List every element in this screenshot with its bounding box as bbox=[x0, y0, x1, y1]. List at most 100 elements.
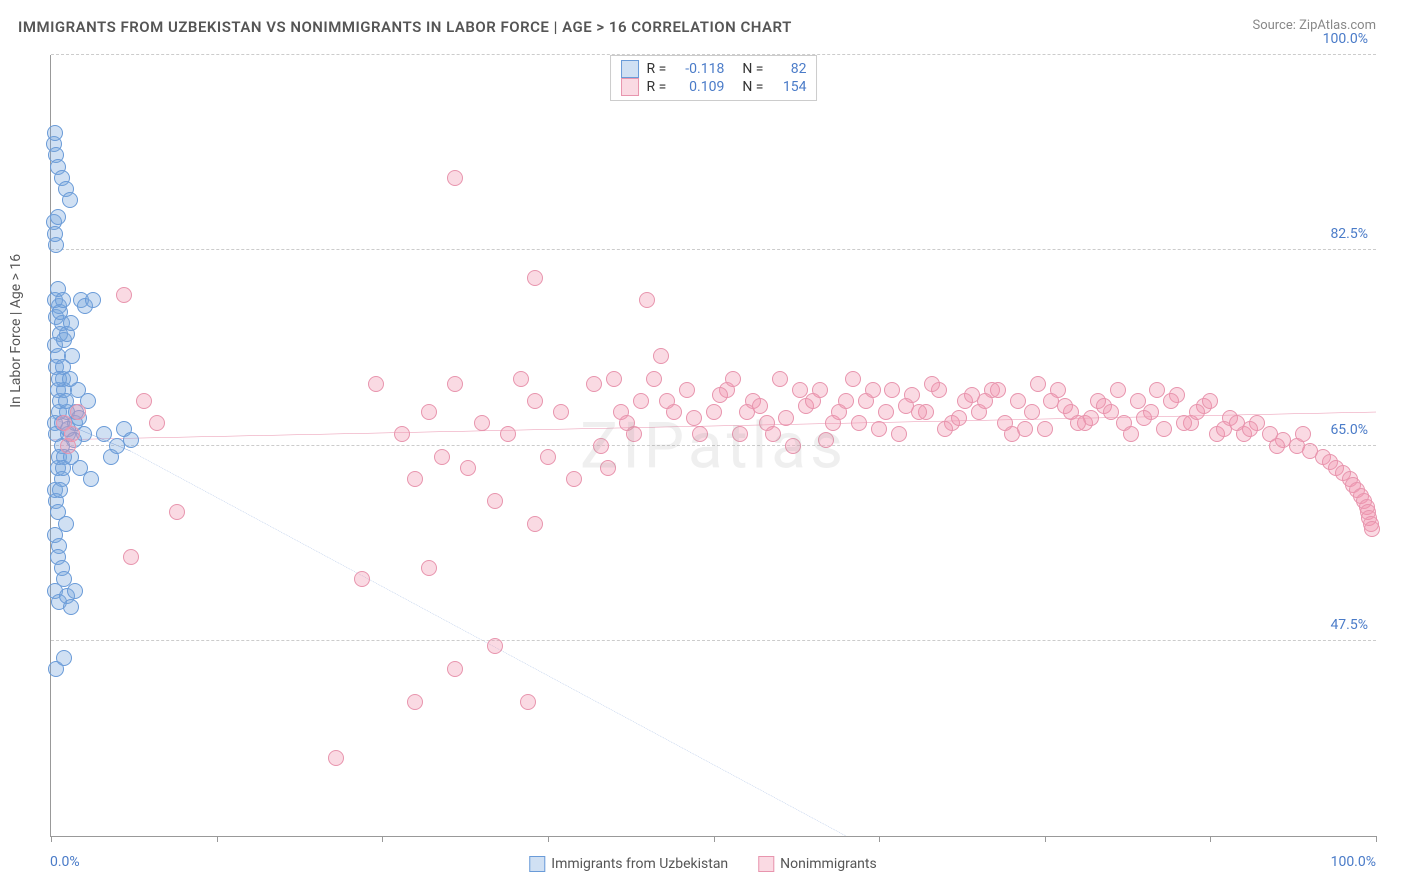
scatter-point bbox=[792, 382, 808, 398]
legend-label: Immigrants from Uzbekistan bbox=[551, 856, 728, 872]
r-value: 0.109 bbox=[674, 79, 724, 95]
scatter-point bbox=[1130, 393, 1146, 409]
source-label: Source: bbox=[1252, 18, 1299, 33]
x-tick bbox=[217, 836, 218, 842]
scatter-point bbox=[1017, 421, 1033, 437]
n-value: 154 bbox=[771, 79, 806, 95]
scatter-point bbox=[778, 410, 794, 426]
legend-swatch bbox=[758, 856, 774, 872]
x-tick bbox=[1376, 836, 1377, 842]
scatter-point bbox=[123, 432, 139, 448]
legend-swatch bbox=[621, 60, 639, 78]
scatter-point bbox=[1295, 426, 1311, 442]
scatter-point bbox=[1010, 393, 1026, 409]
x-axis-max-label: 100.0% bbox=[1331, 854, 1376, 870]
scatter-point bbox=[633, 393, 649, 409]
scatter-point bbox=[149, 415, 165, 431]
scatter-point bbox=[553, 404, 569, 420]
scatter-point bbox=[62, 192, 78, 208]
scatter-point bbox=[520, 694, 536, 710]
r-value: -0.118 bbox=[674, 61, 724, 77]
scatter-point bbox=[67, 583, 83, 599]
scatter-point bbox=[1156, 421, 1172, 437]
scatter-point bbox=[752, 398, 768, 414]
scatter-point bbox=[732, 426, 748, 442]
y-axis-title: In Labor Force | Age > 16 bbox=[8, 254, 24, 408]
scatter-point bbox=[1110, 382, 1126, 398]
scatter-point bbox=[368, 376, 384, 392]
scatter-point bbox=[1030, 376, 1046, 392]
scatter-point bbox=[838, 393, 854, 409]
stat-label: N = bbox=[742, 79, 763, 95]
stat-label: N = bbox=[742, 61, 763, 77]
gridline bbox=[51, 640, 1376, 641]
scatter-point bbox=[785, 438, 801, 454]
scatter-point bbox=[845, 371, 861, 387]
legend-item: Immigrants from Uzbekistan bbox=[529, 856, 728, 872]
scatter-point bbox=[354, 571, 370, 587]
legend-label: Nonimmigrants bbox=[780, 856, 877, 872]
scatter-point bbox=[606, 371, 622, 387]
x-axis-min-label: 0.0% bbox=[50, 854, 80, 870]
y-tick-label: 47.5% bbox=[1330, 617, 1368, 633]
scatter-point bbox=[527, 516, 543, 532]
scatter-point bbox=[1123, 426, 1139, 442]
y-tick-label: 65.0% bbox=[1330, 422, 1368, 438]
scatter-point bbox=[487, 638, 503, 654]
scatter-point bbox=[818, 432, 834, 448]
scatter-point bbox=[871, 421, 887, 437]
x-tick bbox=[51, 836, 52, 842]
scatter-point bbox=[566, 471, 582, 487]
scatter-point bbox=[646, 371, 662, 387]
scatter-point bbox=[123, 549, 139, 565]
plot-area: ZIPatlas R =-0.118N =82R =0.109N =154 47… bbox=[50, 55, 1376, 837]
scatter-point bbox=[527, 270, 543, 286]
scatter-point bbox=[725, 371, 741, 387]
scatter-point bbox=[1037, 421, 1053, 437]
correlation-legend: R =-0.118N =82R =0.109N =154 bbox=[610, 55, 818, 101]
scatter-point bbox=[434, 449, 450, 465]
scatter-point bbox=[924, 376, 940, 392]
scatter-point bbox=[619, 415, 635, 431]
x-tick bbox=[714, 836, 715, 842]
x-tick bbox=[879, 836, 880, 842]
scatter-point bbox=[70, 404, 86, 420]
scatter-point bbox=[421, 404, 437, 420]
stat-label: R = bbox=[647, 79, 667, 95]
scatter-point bbox=[540, 449, 556, 465]
chart-title: IMMIGRANTS FROM UZBEKISTAN VS NONIMMIGRA… bbox=[18, 18, 792, 36]
scatter-point bbox=[64, 426, 80, 442]
scatter-point bbox=[1043, 393, 1059, 409]
scatter-point bbox=[421, 560, 437, 576]
stat-label: R = bbox=[647, 61, 667, 77]
scatter-point bbox=[460, 460, 476, 476]
x-tick bbox=[382, 836, 383, 842]
scatter-point bbox=[639, 292, 655, 308]
scatter-point bbox=[116, 287, 132, 303]
scatter-point bbox=[706, 404, 722, 420]
legend-swatch bbox=[621, 78, 639, 96]
scatter-point bbox=[891, 426, 907, 442]
legend-stat-row: R =-0.118N =82 bbox=[621, 60, 807, 78]
scatter-point bbox=[1136, 410, 1152, 426]
scatter-point bbox=[1163, 393, 1179, 409]
y-tick-label: 100.0% bbox=[1323, 31, 1368, 47]
legend-stat-row: R = 0.109 N = 154 bbox=[621, 78, 807, 96]
scatter-point bbox=[83, 471, 99, 487]
scatter-point bbox=[937, 421, 953, 437]
scatter-point bbox=[1269, 438, 1285, 454]
scatter-point bbox=[593, 438, 609, 454]
series-legend: Immigrants from Uzbekistan Nonimmigrants bbox=[529, 856, 876, 872]
scatter-point bbox=[878, 404, 894, 420]
scatter-point bbox=[62, 371, 78, 387]
scatter-point bbox=[712, 387, 728, 403]
scatter-point bbox=[328, 750, 344, 766]
scatter-point bbox=[447, 661, 463, 677]
scatter-point bbox=[85, 292, 101, 308]
scatter-point bbox=[527, 393, 543, 409]
scatter-point bbox=[1364, 521, 1380, 537]
scatter-point bbox=[136, 393, 152, 409]
scatter-point bbox=[600, 460, 616, 476]
scatter-point bbox=[500, 426, 516, 442]
scatter-point bbox=[64, 348, 80, 364]
